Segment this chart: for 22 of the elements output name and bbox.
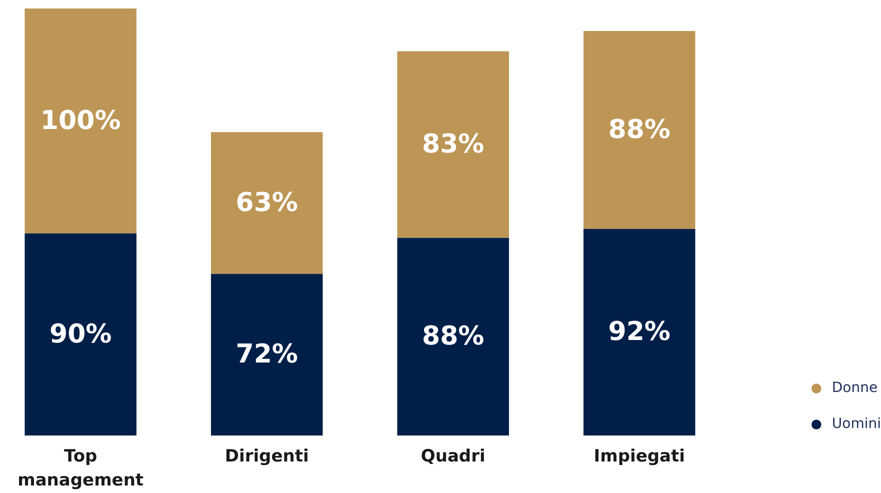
bar [397,51,509,238]
x-tick-label: Impiegati [594,446,685,466]
x-tick-label: Quadri [420,446,486,466]
data-label: 90% [49,319,112,350]
x-tick-label: Top management [18,446,144,490]
bar [24,8,136,234]
data-label: 88% [608,114,670,145]
data-label: 72% [236,340,298,370]
data-label: 92% [608,317,670,348]
x-tick-label: Dirigenti [224,446,309,466]
bar [397,238,509,436]
bar [210,274,323,436]
data-label: 83% [422,129,484,160]
data-label: 88% [422,322,484,352]
bar [583,228,696,436]
bar [210,132,323,274]
bar [24,233,136,436]
legend-label: Donne [832,380,878,396]
bar [583,30,696,229]
legend-label: Uomini [832,416,881,432]
data-label: 63% [236,188,298,218]
data-label: 100% [40,106,121,136]
